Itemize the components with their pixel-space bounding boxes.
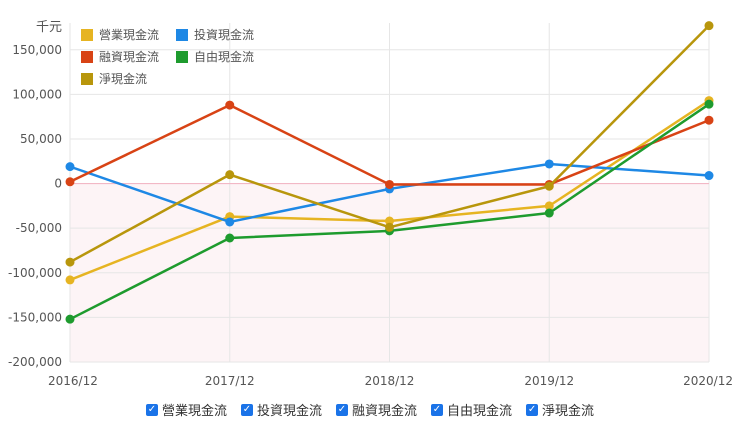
data-point[interactable] <box>65 314 75 324</box>
legend-item[interactable]: 淨現金流 <box>81 71 147 86</box>
data-point[interactable] <box>544 181 554 191</box>
series-toggle-label: 自由現金流 <box>447 404 513 419</box>
data-point[interactable] <box>544 201 554 211</box>
legend-item[interactable]: 融資現金流 <box>81 49 159 64</box>
data-point[interactable] <box>544 159 554 169</box>
y-tick-label: -50,000 <box>16 221 62 235</box>
data-point[interactable] <box>704 21 714 31</box>
data-point[interactable] <box>225 233 235 243</box>
data-point[interactable] <box>385 222 394 232</box>
legend-label: 融資現金流 <box>99 49 159 64</box>
data-point[interactable] <box>544 208 554 218</box>
data-point[interactable] <box>225 100 235 110</box>
y-axis: -200,000 -150,000 -100,000 -50,000 0 50,000 10… <box>8 43 62 369</box>
series-toggle[interactable]: ✓ 投資現金流 <box>240 400 322 419</box>
series-toggle[interactable]: ✓ 營業現金流 <box>145 400 227 419</box>
y-tick-label: -150,000 <box>8 310 62 324</box>
data-point[interactable] <box>65 275 75 285</box>
y-tick-label: 150,000 <box>12 43 62 57</box>
legend-swatch <box>176 29 188 41</box>
legend-swatch <box>176 51 188 63</box>
legend-item[interactable]: 自由現金流 <box>176 49 254 64</box>
series-toggle-bar: ✓ 營業現金流 ✓ 投資現金流 ✓ 融資現金流 ✓ 自由現金流 ✓ 淨現金流 <box>0 400 740 419</box>
legend-label: 淨現金流 <box>99 71 147 86</box>
data-point[interactable] <box>704 115 714 125</box>
series-toggle[interactable]: ✓ 自由現金流 <box>431 400 512 419</box>
checkbox-checked-icon[interactable]: ✓ <box>240 403 253 416</box>
series-toggle[interactable]: ✓ 淨現金流 <box>526 400 594 419</box>
series-5 <box>65 21 714 267</box>
unit-label: 千元 <box>36 20 62 35</box>
data-point[interactable] <box>704 171 714 181</box>
x-tick-label: 2019/12 <box>524 374 574 388</box>
legend-item[interactable]: 營業現金流 <box>81 27 159 42</box>
data-point[interactable] <box>65 257 75 267</box>
checkbox-checked-icon[interactable]: ✓ <box>431 403 443 416</box>
data-point[interactable] <box>704 99 714 109</box>
checkbox-checked-icon[interactable]: ✓ <box>145 403 158 416</box>
data-point[interactable] <box>65 177 75 187</box>
legend-label: 營業現金流 <box>99 27 159 42</box>
legend-swatch <box>81 73 93 85</box>
data-point[interactable] <box>225 170 235 180</box>
series-toggle-label: 淨現金流 <box>542 404 595 419</box>
x-axis: 2016/12 2017/12 2018/12 2019/12 2020/12 <box>48 374 733 388</box>
legend-label: 自由現金流 <box>194 49 254 64</box>
x-tick-label: 2020/12 <box>683 374 733 388</box>
legend-swatch <box>81 29 93 41</box>
y-tick-label: -100,000 <box>8 266 62 280</box>
series-toggle[interactable]: ✓ 融資現金流 <box>335 400 417 419</box>
legend-label: 投資現金流 <box>194 27 254 42</box>
y-tick-label: 50,000 <box>20 132 62 146</box>
series-layer <box>65 21 714 324</box>
y-tick-label: -200,000 <box>8 355 62 369</box>
checkbox-checked-icon[interactable]: ✓ <box>335 403 348 416</box>
series-toggle-label: 投資現金流 <box>256 404 322 419</box>
line-chart: -200,000 -150,000 -100,000 -50,000 0 50,000 10… <box>8 20 733 388</box>
y-tick-label: 100,000 <box>12 87 62 101</box>
legend-item[interactable]: 投資現金流 <box>176 27 254 42</box>
data-point[interactable] <box>225 217 235 227</box>
legend-swatch <box>81 51 93 63</box>
series-toggle-label: 營業現金流 <box>161 404 227 419</box>
data-point[interactable] <box>385 179 394 189</box>
data-point[interactable] <box>385 216 394 226</box>
x-tick-label: 2017/12 <box>205 374 255 388</box>
data-point[interactable] <box>65 162 75 172</box>
x-tick-label: 2018/12 <box>365 374 415 388</box>
y-tick-label: 0 <box>54 177 62 191</box>
checkbox-checked-icon[interactable]: ✓ <box>526 403 539 416</box>
x-tick-label: 2016/12 <box>48 374 98 388</box>
series-toggle-label: 融資現金流 <box>351 404 417 419</box>
